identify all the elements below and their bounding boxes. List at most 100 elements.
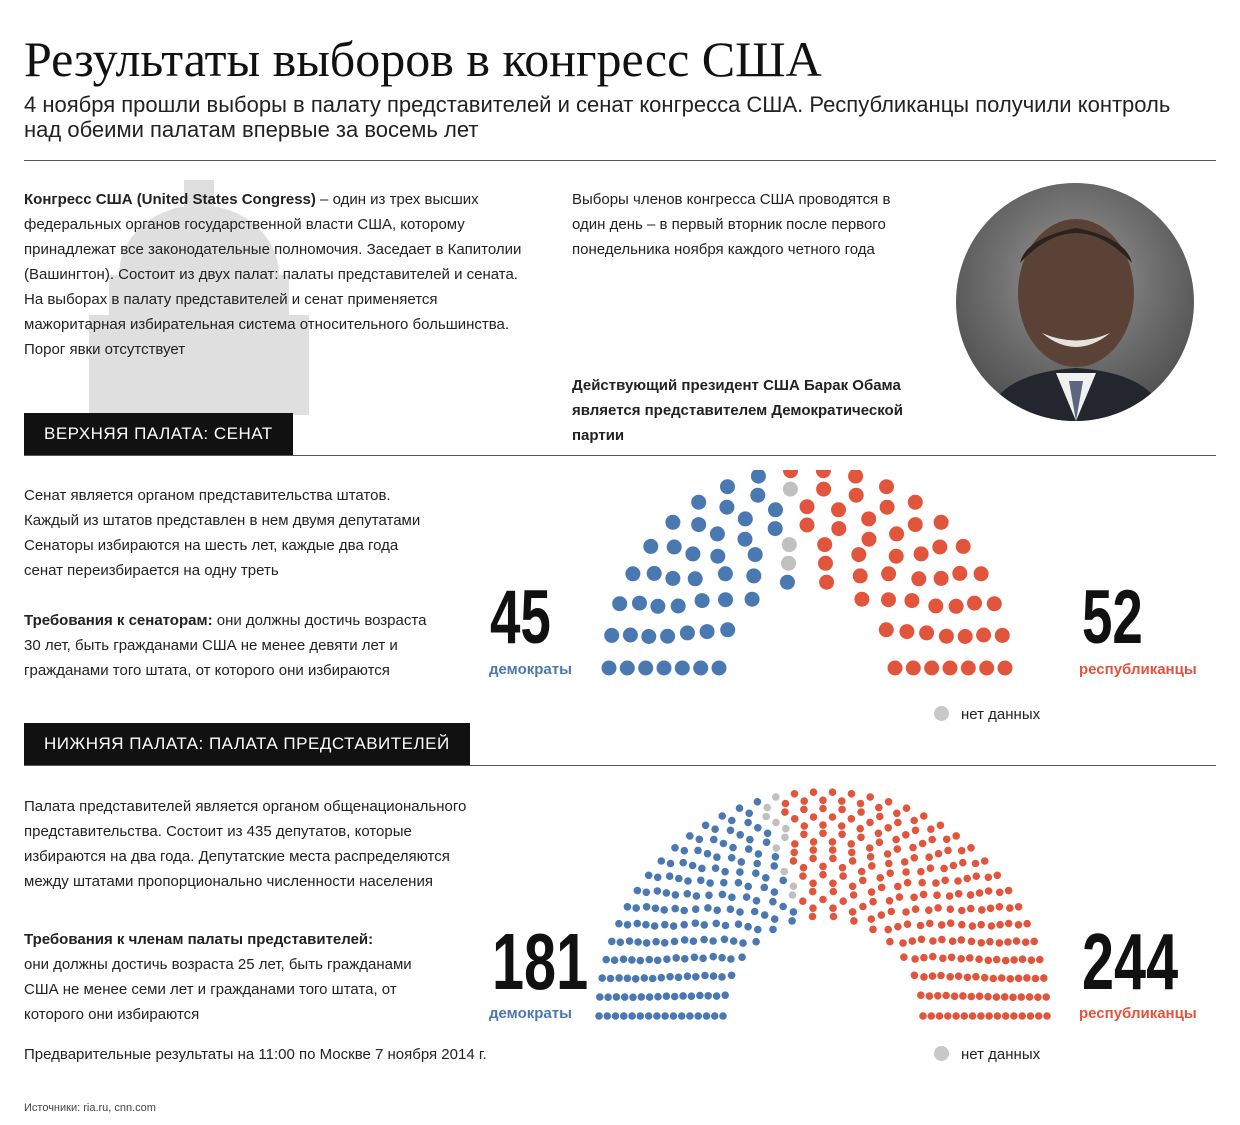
seat-dem xyxy=(623,921,632,929)
seat-rep xyxy=(790,790,799,798)
seat-rep xyxy=(838,797,846,805)
seat-rep xyxy=(926,864,935,872)
seat-rep xyxy=(978,906,986,914)
seat-dem xyxy=(643,538,659,554)
seat-rep xyxy=(894,882,902,891)
seat-dem xyxy=(720,479,735,495)
house-rep-label: республиканцы xyxy=(1079,1005,1197,1022)
seat-dem xyxy=(660,628,676,644)
seat-dem xyxy=(670,992,679,1001)
seat-dem xyxy=(642,903,651,911)
senate-rep-count: 52 xyxy=(1082,575,1143,660)
seat-rep xyxy=(1021,938,1030,946)
seat-dem xyxy=(692,892,701,900)
seat-rep xyxy=(829,854,837,863)
seat-rep xyxy=(851,547,867,563)
house-description: Палата представителей является органом о… xyxy=(24,798,467,890)
seat-rep xyxy=(848,857,857,865)
seat-rep xyxy=(876,874,884,882)
seat-dem xyxy=(737,531,753,547)
seat-rep xyxy=(932,879,940,887)
seat-rep xyxy=(967,937,976,946)
seat-dem xyxy=(721,921,730,930)
seat-rep xyxy=(848,848,856,857)
seat-dem xyxy=(736,868,744,876)
seat-dem xyxy=(737,511,753,527)
sources: Источники: ria.ru, cnn.com xyxy=(24,1102,156,1114)
seat-dem xyxy=(718,592,733,608)
seat-rep xyxy=(819,870,827,879)
seat-dem xyxy=(752,897,761,905)
seat-dem xyxy=(680,906,688,915)
seat-dem xyxy=(718,812,726,820)
seat-dem xyxy=(642,888,651,897)
seat-rep xyxy=(917,935,926,944)
seat-dem xyxy=(650,922,659,930)
seat-rep xyxy=(1027,956,1036,964)
seat-dem xyxy=(603,1012,612,1020)
seat-dem xyxy=(672,954,680,962)
house-header: НИЖНЯЯ ПАЛАТА: ПАЛАТА ПРЕДСТАВИТЕЛЕЙ xyxy=(24,723,470,765)
seat-rep xyxy=(839,897,847,905)
seat-dem xyxy=(735,804,744,812)
seat-rep xyxy=(800,830,808,839)
seat-rep xyxy=(789,857,798,865)
seat-rep xyxy=(929,937,937,945)
seat-nodata xyxy=(781,833,789,842)
seat-rep xyxy=(938,935,946,944)
seat-rep xyxy=(944,846,952,855)
seat-rep xyxy=(881,592,896,608)
seat-rep xyxy=(934,992,942,1000)
seat-rep xyxy=(1010,956,1018,964)
seat-dem xyxy=(713,906,721,914)
seat-rep xyxy=(819,804,827,813)
top-divider xyxy=(24,160,1216,161)
senate-requirements: Требования к сенаторам: они должны дости… xyxy=(24,608,434,683)
seat-rep xyxy=(837,822,846,830)
seat-rep xyxy=(800,797,808,805)
seat-rep xyxy=(957,955,965,963)
seat-rep xyxy=(920,973,928,981)
seat-dem xyxy=(705,891,713,899)
seat-rep xyxy=(876,812,884,821)
president-photo xyxy=(956,183,1194,421)
seat-rep xyxy=(950,992,959,1000)
seat-rep xyxy=(781,808,789,816)
seat-rep xyxy=(1031,974,1040,983)
congress-term: Конгресс США (United States Congress) xyxy=(24,191,316,208)
seat-dem xyxy=(679,992,687,1000)
seat-dem xyxy=(720,622,736,638)
seat-dem xyxy=(719,839,728,848)
seat-dem xyxy=(661,920,669,929)
seat-dem xyxy=(720,878,728,887)
seat-rep xyxy=(867,915,876,923)
seat-rep xyxy=(885,859,893,868)
seat-rep xyxy=(986,937,994,946)
seat-rep xyxy=(945,892,954,900)
seat-rep xyxy=(933,570,949,586)
seat-dem xyxy=(622,627,638,643)
seat-rep xyxy=(1036,955,1044,964)
seat-rep xyxy=(971,859,980,868)
seat-dem xyxy=(726,826,735,835)
seat-rep xyxy=(894,818,902,827)
seat-rep xyxy=(910,816,918,825)
seat-dem xyxy=(620,993,629,1001)
seat-rep xyxy=(903,878,912,887)
seat-rep xyxy=(848,908,857,916)
congress-description: Конгресс США (United States Congress) – … xyxy=(24,187,524,362)
seat-dem xyxy=(660,939,669,947)
seat-dem xyxy=(631,975,640,983)
senate-rep-label: республиканцы xyxy=(1079,661,1197,678)
seat-dem xyxy=(789,908,798,916)
seat-dem xyxy=(686,832,694,840)
seat-dem xyxy=(718,973,726,981)
seat-dem xyxy=(696,991,704,1000)
seat-rep xyxy=(857,833,865,842)
seat-dem xyxy=(632,595,647,611)
seat-rep xyxy=(968,922,977,930)
seat-rep xyxy=(994,627,1010,643)
seat-dem xyxy=(692,973,700,981)
seat-rep xyxy=(927,825,935,833)
seat-rep xyxy=(1006,975,1015,983)
